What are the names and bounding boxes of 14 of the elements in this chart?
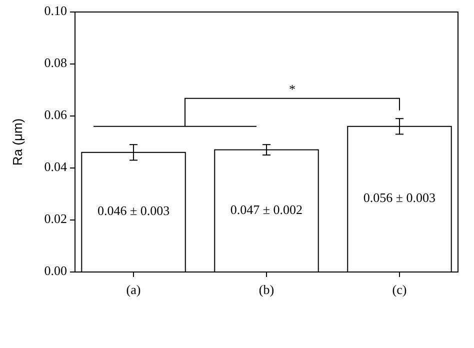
y-tick-label: 0.00 (44, 262, 67, 278)
y-axis-title: Ra (μm) (10, 118, 25, 166)
y-tick-label: 0.08 (44, 54, 67, 70)
y-tick-label: 0.04 (44, 158, 68, 174)
y-tick-label: 0.10 (44, 2, 67, 18)
x-tick-label: (b) (258, 282, 274, 297)
y-tick-label: 0.02 (44, 210, 67, 226)
annotation: * (288, 81, 296, 96)
data-label: 0.047 ± 0.002 (230, 202, 303, 217)
x-tick-label: (c) (392, 282, 407, 297)
data-label: 0.056 ± 0.003 (363, 190, 436, 206)
data-label: 0.046 ± 0.003 (97, 203, 170, 218)
x-tick-label: (a) (126, 282, 141, 297)
y-tick-label: 0.06 (44, 106, 68, 122)
